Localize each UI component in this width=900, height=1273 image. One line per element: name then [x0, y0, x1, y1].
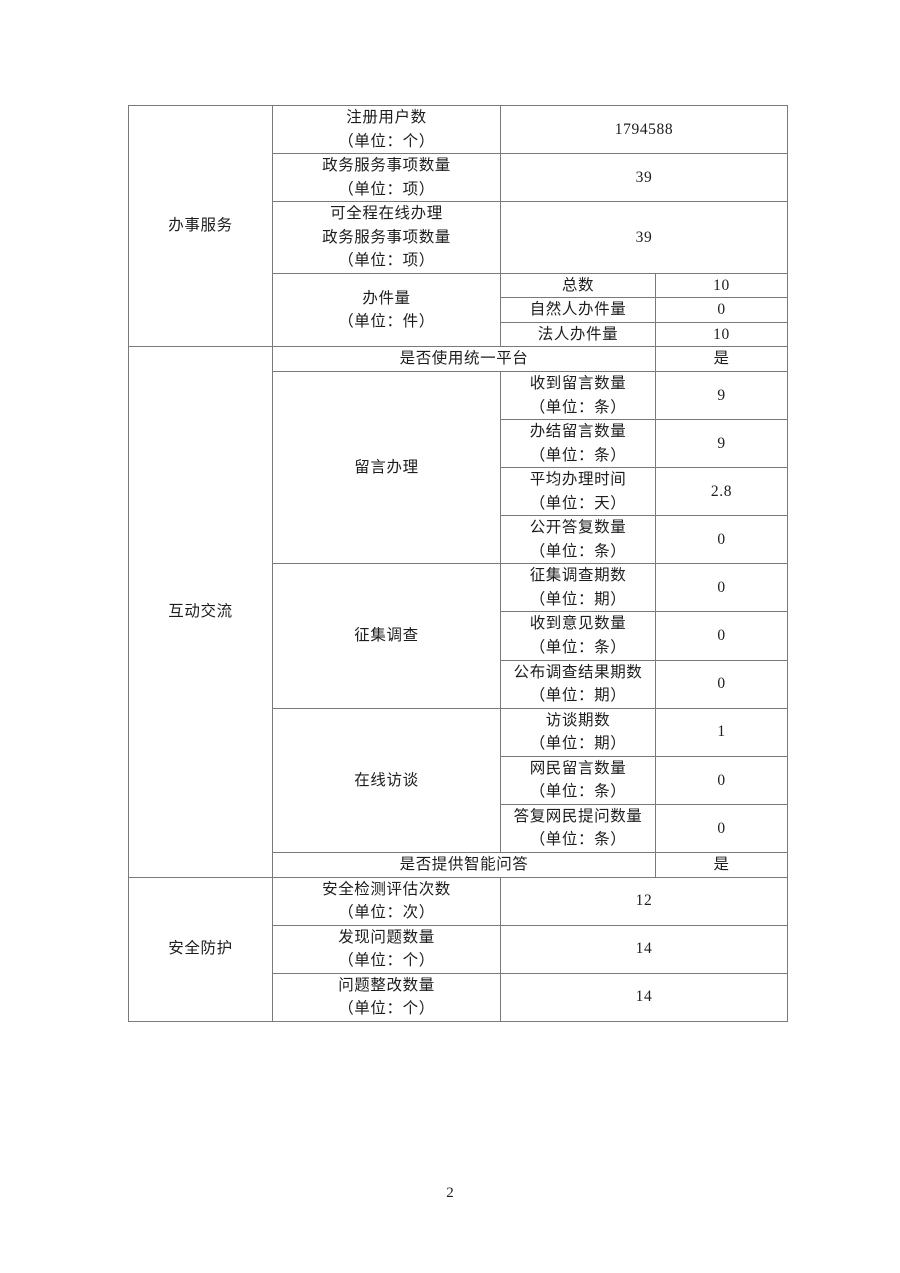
metric-value: 是: [654, 346, 789, 373]
metric-value: 39: [499, 201, 789, 274]
metric-label: 是否使用统一平台: [272, 346, 656, 373]
table-row: 留言办理 收到留言数量 （单位：条） 9: [129, 371, 789, 565]
submetric-value: 10: [654, 321, 789, 348]
metric-label: 注册用户数 （单位：个）: [272, 104, 501, 155]
table-row: 网民留言数量 （单位：条） 0: [129, 755, 789, 805]
submetric-value: 0: [654, 563, 789, 613]
metric-label-liuyanbanli: 留言办理: [272, 371, 501, 565]
metric-label-zhengjidiaocha: 征集调查: [272, 563, 501, 709]
submetric-value: 1: [654, 707, 789, 757]
submetric-value: 0: [654, 297, 789, 323]
submetric-label: 征集调查期数 （单位：期）: [500, 563, 656, 613]
table-row: 问题整改数量 （单位：个） 14: [129, 972, 789, 1022]
submetric-value: 0: [654, 611, 789, 661]
submetric-value: 9: [654, 371, 789, 421]
table-row: 收到意见数量 （单位：条） 0: [129, 611, 789, 661]
metric-label: 可全程在线办理 政务服务事项数量 （单位：项）: [272, 201, 501, 274]
submetric-label: 自然人办件量: [500, 297, 656, 323]
metric-label: 安全检测评估次数 （单位：次）: [272, 876, 501, 926]
table-row: 答复网民提问数量 （单位：条） 0: [129, 803, 789, 853]
submetric-label: 网民留言数量 （单位：条）: [500, 755, 656, 805]
submetric-label: 公开答复数量 （单位：条）: [500, 515, 656, 565]
submetric-value: 2.8: [654, 467, 789, 517]
metric-label: 是否提供智能问答: [272, 851, 656, 878]
table-row: 平均办理时间 （单位：天） 2.8: [129, 467, 789, 517]
metric-value: 1794588: [499, 104, 789, 155]
table-row: 可全程在线办理 政务服务事项数量 （单位：项） 39: [129, 201, 789, 274]
submetric-value: 0: [654, 659, 789, 709]
table-row: 办结留言数量 （单位：条） 9: [129, 419, 789, 469]
submetric-label: 收到留言数量 （单位：条）: [500, 371, 656, 421]
table-row: 在线访谈 访谈期数 （单位：期） 1: [129, 707, 789, 853]
table-row: 安全防护 安全检测评估次数 （单位：次） 12: [128, 876, 789, 1022]
page-number: 2: [446, 1185, 454, 1201]
section-category-anquanfanghu: 安全防护: [128, 876, 273, 1022]
metric-value: 14: [499, 972, 789, 1022]
submetric-label: 收到意见数量 （单位：条）: [500, 611, 656, 661]
submetric-label: 公布调查结果期数 （单位：期）: [500, 659, 656, 709]
submetric-label: 总数: [500, 272, 656, 299]
table-row: 政务服务事项数量 （单位：项） 39: [129, 153, 789, 203]
table-row: 征集调查 征集调查期数 （单位：期） 0: [129, 563, 789, 709]
submetric-value: 9: [654, 419, 789, 469]
table-row: 公布调查结果期数 （单位：期） 0: [129, 659, 789, 709]
table-row: 互动交流 是否使用统一平台 是: [128, 346, 789, 878]
section-category-hudongjiaoliu: 互动交流: [128, 346, 273, 878]
submetric-label: 平均办理时间 （单位：天）: [500, 467, 656, 517]
table-row: 办事服务 注册用户数 （单位：个） 1794588: [128, 104, 789, 348]
section-category-banshifuwu: 办事服务: [128, 104, 273, 348]
submetric-label: 法人办件量: [500, 321, 656, 348]
submetric-label: 答复网民提问数量 （单位：条）: [500, 803, 656, 853]
government-website-statistics-table: 办事服务 注册用户数 （单位：个） 1794588 政务服务事项数量 （单位：项…: [128, 104, 789, 1022]
submetric-label: 办结留言数量 （单位：条）: [500, 419, 656, 469]
table-row: 公开答复数量 （单位：条） 0: [129, 515, 789, 565]
submetric-value: 10: [654, 272, 789, 299]
metric-value: 39: [499, 153, 789, 203]
submetric-label: 访谈期数 （单位：期）: [500, 707, 656, 757]
metric-label-zaixianfangtan: 在线访谈: [272, 707, 501, 853]
metric-label-banjianliang: 办件量 （单位：件）: [272, 272, 501, 348]
submetric-value: 0: [654, 803, 789, 853]
metric-value: 是: [654, 851, 789, 878]
submetric-value: 0: [654, 515, 789, 565]
metric-label: 问题整改数量 （单位：个）: [272, 972, 501, 1022]
metric-value: 14: [499, 924, 789, 974]
metric-label: 政务服务事项数量 （单位：项）: [272, 153, 501, 203]
table-row: 发现问题数量 （单位：个） 14: [129, 924, 789, 974]
table-row: 办件量 （单位：件） 总数 10: [129, 272, 789, 348]
metric-label: 发现问题数量 （单位：个）: [272, 924, 501, 974]
submetric-value: 0: [654, 755, 789, 805]
metric-value: 12: [499, 876, 789, 926]
